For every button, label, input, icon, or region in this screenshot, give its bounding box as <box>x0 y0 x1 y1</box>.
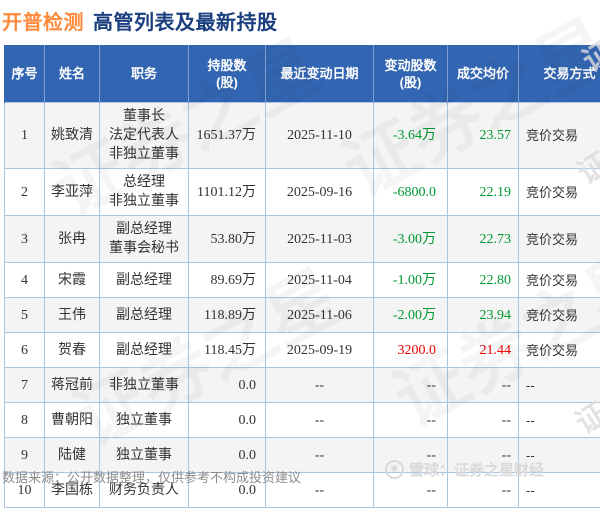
cell-index: 6 <box>5 333 45 368</box>
table-row: 3 张冉 副总经理 董事会秘书 53.80万 2025-11-03 -3.00万… <box>5 216 600 263</box>
cell-index: 3 <box>5 216 45 263</box>
cell-change-shares: -3.00万 <box>374 216 448 263</box>
cell-avg-price: 23.94 <box>448 298 519 333</box>
cell-change-date: 2025-09-19 <box>266 333 374 368</box>
cell-shares: 53.80万 <box>189 216 266 263</box>
data-source-note: 数据来源：公开数据整理，仅供参考不构成投资建议 <box>2 467 301 486</box>
cell-index: 1 <box>5 103 45 169</box>
table-row: 4 宋霞 副总经理 89.69万 2025-11-04 -1.00万 22.80… <box>5 263 600 298</box>
stock-name: 开普检测 <box>2 12 84 34</box>
cell-shares: 118.45万 <box>189 333 266 368</box>
header-change-date: 最近变动日期 <box>266 45 374 103</box>
cell-change-shares: -6800.0 <box>374 169 448 216</box>
cell-position: 副总经理 <box>100 333 189 368</box>
cell-change-shares: -- <box>374 368 448 403</box>
cell-position: 副总经理 <box>100 263 189 298</box>
cell-change-date: 2025-11-04 <box>266 263 374 298</box>
cell-position: 董事长 法定代表人 非独立董事 <box>100 103 189 169</box>
cell-change-shares: -- <box>374 403 448 438</box>
cell-trade-method: -- <box>519 403 600 438</box>
title-text: 高管列表及最新持股 <box>93 12 278 34</box>
cell-trade-method: 竞价交易 <box>519 298 600 333</box>
page-title: 开普检测高管列表及最新持股 <box>2 6 278 35</box>
table-row: 6 贺春 副总经理 118.45万 2025-09-19 3200.0 21.4… <box>5 333 600 368</box>
table-row: 5 王伟 副总经理 118.89万 2025-11-06 -2.00万 23.9… <box>5 298 600 333</box>
cell-change-date: -- <box>266 403 374 438</box>
cell-shares: 1651.37万 <box>189 103 266 169</box>
table-body: 1 姚致清 董事长 法定代表人 非独立董事 1651.37万 2025-11-1… <box>5 103 600 508</box>
cell-position: 非独立董事 <box>100 368 189 403</box>
cell-index: 5 <box>5 298 45 333</box>
cell-position: 总经理 非独立董事 <box>100 169 189 216</box>
header-position: 职务 <box>100 45 189 103</box>
cell-name: 姚致清 <box>45 103 100 169</box>
cell-position: 副总经理 <box>100 298 189 333</box>
table-row: 8 曹朝阳 独立董事 0.0 -- -- -- -- <box>5 403 600 438</box>
xueqiu-logo-icon: ✱ <box>385 460 404 479</box>
cell-change-shares: -2.00万 <box>374 298 448 333</box>
cell-name: 曹朝阳 <box>45 403 100 438</box>
cell-name: 宋霞 <box>45 263 100 298</box>
cell-shares: 0.0 <box>189 368 266 403</box>
cell-avg-price: -- <box>448 403 519 438</box>
cell-name: 蒋冠前 <box>45 368 100 403</box>
cell-index: 7 <box>5 368 45 403</box>
cell-change-shares: -1.00万 <box>374 263 448 298</box>
cell-change-shares: -3.64万 <box>374 103 448 169</box>
table-row: 2 李亚萍 总经理 非独立董事 1101.12万 2025-09-16 -680… <box>5 169 600 216</box>
cell-index: 4 <box>5 263 45 298</box>
cell-trade-method: 竞价交易 <box>519 263 600 298</box>
header-change-shares: 变动股数 (股) <box>374 45 448 103</box>
cell-avg-price: 22.80 <box>448 263 519 298</box>
cell-change-date: 2025-09-16 <box>266 169 374 216</box>
cell-position: 独立董事 <box>100 403 189 438</box>
header-avg-price: 成交均价 <box>448 45 519 103</box>
holdings-table: 序号 姓名 职务 持股数 (股) 最近变动日期 变动股数 (股) 成交均价 交易… <box>4 45 600 508</box>
cell-shares: 118.89万 <box>189 298 266 333</box>
cell-index: 8 <box>5 403 45 438</box>
cell-name: 李亚萍 <box>45 169 100 216</box>
brand-label: 雪球：证券之星财经 <box>409 459 544 480</box>
cell-change-date: 2025-11-03 <box>266 216 374 263</box>
cell-trade-method: 竞价交易 <box>519 103 600 169</box>
header-index: 序号 <box>5 45 45 103</box>
cell-trade-method: -- <box>519 368 600 403</box>
cell-avg-price: 22.73 <box>448 216 519 263</box>
cell-avg-price: 22.19 <box>448 169 519 216</box>
brand-logo: ✱ 雪球：证券之星财经 <box>385 459 544 480</box>
table-row: 1 姚致清 董事长 法定代表人 非独立董事 1651.37万 2025-11-1… <box>5 103 600 169</box>
cell-name: 张冉 <box>45 216 100 263</box>
cell-change-shares: 3200.0 <box>374 333 448 368</box>
cell-shares: 1101.12万 <box>189 169 266 216</box>
cell-shares: 89.69万 <box>189 263 266 298</box>
cell-avg-price: 21.44 <box>448 333 519 368</box>
cell-name: 王伟 <box>45 298 100 333</box>
cell-change-date: 2025-11-10 <box>266 103 374 169</box>
holdings-table-container: 序号 姓名 职务 持股数 (股) 最近变动日期 变动股数 (股) 成交均价 交易… <box>4 45 600 508</box>
table-header: 序号 姓名 职务 持股数 (股) 最近变动日期 变动股数 (股) 成交均价 交易… <box>5 45 600 103</box>
cell-trade-method: 竞价交易 <box>519 333 600 368</box>
cell-change-date: -- <box>266 368 374 403</box>
cell-avg-price: -- <box>448 368 519 403</box>
cell-trade-method: 竞价交易 <box>519 169 600 216</box>
cell-trade-method: 竞价交易 <box>519 216 600 263</box>
cell-shares: 0.0 <box>189 403 266 438</box>
cell-name: 贺春 <box>45 333 100 368</box>
cell-index: 2 <box>5 169 45 216</box>
table-row: 7 蒋冠前 非独立董事 0.0 -- -- -- -- <box>5 368 600 403</box>
cell-position: 副总经理 董事会秘书 <box>100 216 189 263</box>
header-shares: 持股数 (股) <box>189 45 266 103</box>
cell-change-date: 2025-11-06 <box>266 298 374 333</box>
header-trade-method: 交易方式 <box>519 45 600 103</box>
header-name: 姓名 <box>45 45 100 103</box>
cell-avg-price: 23.57 <box>448 103 519 169</box>
